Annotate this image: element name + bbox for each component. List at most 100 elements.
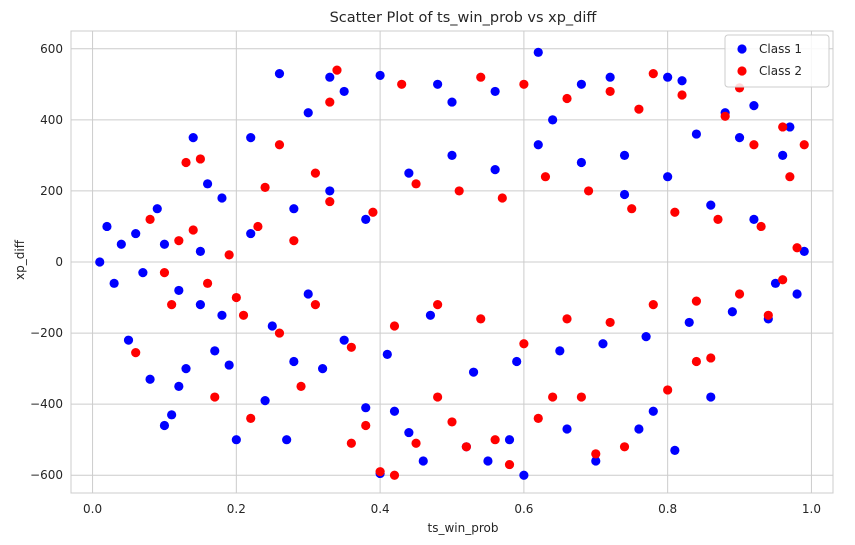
data-points: [95, 47, 809, 480]
y-tick-label: 0: [55, 255, 63, 269]
data-point: [785, 172, 795, 182]
data-point: [533, 47, 543, 57]
data-point: [447, 97, 457, 107]
data-point: [310, 300, 321, 310]
data-point: [648, 406, 658, 416]
data-point: [433, 79, 443, 89]
data-point: [274, 69, 285, 79]
data-point: [677, 90, 687, 100]
data-point: [540, 172, 551, 182]
data-point: [562, 424, 572, 434]
data-point: [677, 76, 687, 86]
data-point: [382, 349, 392, 359]
data-point: [332, 65, 342, 75]
data-point: [210, 346, 220, 356]
data-point: [641, 332, 651, 342]
data-point: [411, 438, 421, 448]
x-tick-label: 0.0: [83, 502, 102, 516]
data-point: [548, 115, 558, 125]
data-point: [684, 317, 694, 328]
data-point: [670, 445, 680, 455]
x-tick-label: 0.6: [514, 502, 533, 516]
data-point: [727, 307, 737, 317]
x-tick-label: 0.4: [371, 502, 390, 516]
data-point: [303, 108, 313, 118]
data-point: [138, 268, 148, 278]
data-point: [152, 204, 162, 214]
data-point: [605, 86, 615, 97]
data-point: [389, 470, 400, 480]
data-point: [734, 289, 745, 299]
data-point: [583, 186, 594, 196]
legend-marker: [737, 44, 747, 54]
data-point: [289, 236, 299, 246]
data-point: [468, 367, 479, 377]
data-point: [670, 207, 680, 217]
data-point: [591, 449, 601, 459]
plot-frame: [70, 30, 834, 494]
data-point: [102, 221, 112, 232]
data-point: [627, 204, 637, 214]
data-point: [404, 168, 414, 178]
data-point: [231, 435, 241, 445]
data-point: [433, 300, 443, 310]
data-point: [325, 97, 335, 107]
data-point: [490, 165, 500, 175]
data-point: [713, 214, 723, 224]
data-point: [454, 186, 464, 196]
data-point: [267, 321, 277, 331]
legend-label: Class 1: [759, 42, 802, 56]
data-point: [461, 442, 471, 452]
data-point: [792, 289, 802, 299]
data-point: [282, 435, 292, 445]
data-point: [389, 406, 400, 416]
data-point: [619, 150, 630, 160]
data-point: [433, 392, 443, 402]
y-tick-label: −600: [30, 468, 63, 482]
data-point: [749, 101, 759, 111]
data-point: [648, 300, 658, 310]
data-point: [145, 374, 155, 384]
data-point: [512, 356, 522, 367]
data-point: [562, 93, 572, 104]
x-tick-label: 0.8: [658, 502, 677, 516]
x-axis-label: ts_win_prob: [428, 521, 499, 535]
data-point: [490, 435, 500, 445]
data-point: [274, 328, 285, 338]
axis-ticks: 0.0 0.2 0.4 0.6 0.8 1.0 −600 −400 −200 0 200 400 600: [30, 42, 821, 516]
data-point: [296, 381, 306, 391]
data-point: [576, 79, 586, 89]
data-point: [447, 417, 457, 427]
data-point: [598, 339, 608, 349]
data-point: [411, 179, 421, 189]
data-point: [174, 285, 184, 296]
legend-box: [724, 34, 830, 88]
data-point: [749, 140, 759, 150]
data-point: [619, 442, 630, 452]
data-point: [246, 228, 256, 239]
data-point: [749, 214, 759, 224]
data-point: [325, 72, 335, 82]
data-point: [397, 79, 407, 89]
data-point: [159, 420, 170, 431]
data-point: [634, 424, 644, 434]
data-point: [210, 392, 220, 402]
data-point: [195, 154, 205, 164]
series-1: [95, 47, 809, 480]
legend-label: Class 2: [759, 64, 802, 78]
data-point: [792, 243, 802, 253]
data-point: [246, 413, 256, 423]
data-point: [799, 140, 809, 150]
data-point: [734, 133, 745, 143]
data-point: [785, 122, 795, 132]
data-point: [238, 310, 249, 320]
legend: Class 1 Class 2: [724, 34, 830, 88]
data-point: [648, 69, 658, 79]
data-point: [167, 300, 177, 310]
data-point: [404, 427, 414, 438]
y-tick-label: −200: [30, 326, 63, 340]
data-point: [246, 133, 256, 143]
data-point: [519, 79, 529, 89]
data-point: [202, 278, 213, 288]
data-point: [533, 140, 543, 150]
